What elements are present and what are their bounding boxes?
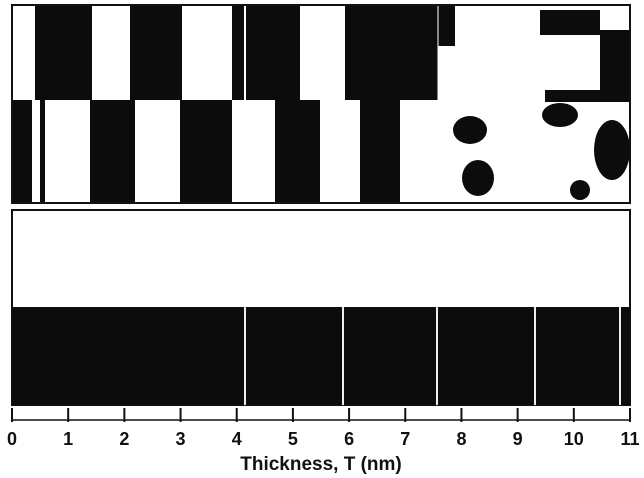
x-tick-label: 9 (513, 429, 523, 449)
x-tick-label: 11 (620, 429, 639, 449)
x-tick-label: 8 (456, 429, 466, 449)
x-tick-label: 7 (400, 429, 410, 449)
lower-panel (11, 209, 631, 406)
x-axis-label: Thickness, T (nm) (240, 454, 402, 475)
x-tick-label: 4 (232, 429, 242, 449)
upper-panel (11, 4, 631, 204)
x-tick-label: 6 (344, 429, 354, 449)
x-tick-label: 5 (288, 429, 298, 449)
x-tick-label: 3 (176, 429, 186, 449)
x-tick-label: 2 (119, 429, 129, 449)
x-tick-label: 1 (63, 429, 73, 449)
x-tick-label: 0 (7, 429, 17, 449)
x-tick-label: 10 (564, 429, 584, 449)
